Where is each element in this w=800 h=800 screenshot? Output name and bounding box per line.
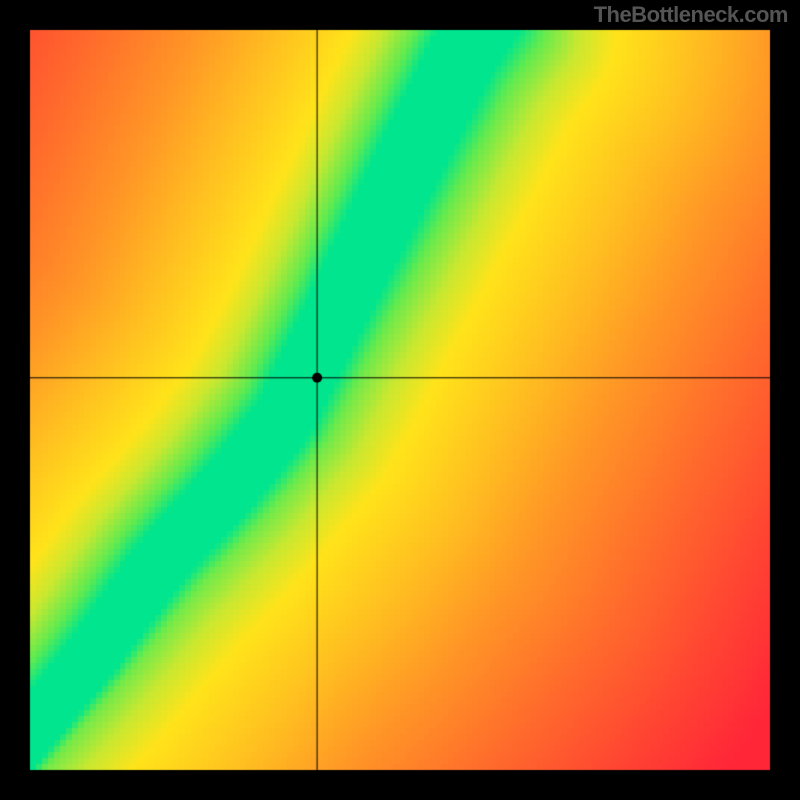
watermark-text: TheBottleneck.com	[594, 2, 788, 28]
heatmap-canvas	[0, 0, 800, 800]
chart-container: TheBottleneck.com	[0, 0, 800, 800]
